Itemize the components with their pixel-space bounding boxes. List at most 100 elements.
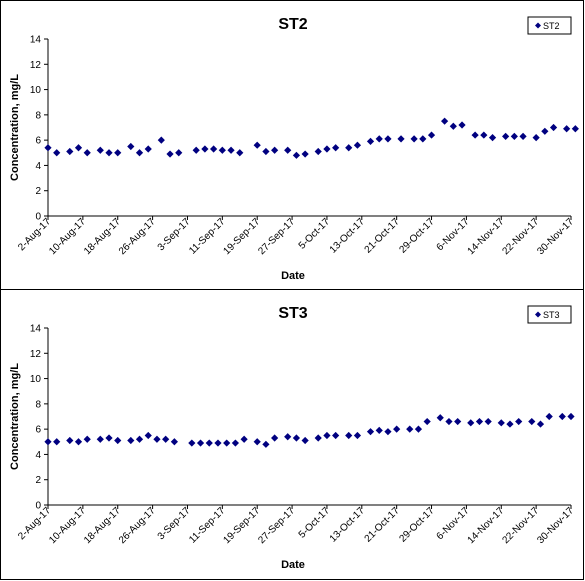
data-point bbox=[332, 431, 340, 440]
y-tick-label: 12 bbox=[30, 60, 42, 71]
data-point bbox=[144, 145, 152, 153]
x-tick-label: 18-Aug-17 bbox=[82, 505, 123, 546]
data-point bbox=[393, 425, 401, 433]
x-tick-label: 29-Oct-17 bbox=[397, 216, 437, 256]
y-tick-label: 2 bbox=[35, 475, 41, 486]
x-tick-label: 26-Aug-17 bbox=[117, 216, 158, 257]
x-tick-label: 10-Aug-17 bbox=[47, 505, 88, 546]
data-point bbox=[166, 150, 174, 158]
legend-marker bbox=[535, 311, 541, 318]
y-tick-label: 14 bbox=[30, 35, 42, 46]
data-point bbox=[53, 149, 61, 157]
data-point bbox=[214, 439, 222, 447]
y-tick-label: 14 bbox=[30, 324, 42, 335]
data-point bbox=[135, 149, 144, 157]
chart-title: ST2 bbox=[278, 16, 307, 33]
data-point bbox=[366, 428, 375, 436]
x-axis-label: Date bbox=[281, 270, 305, 282]
data-point bbox=[558, 412, 566, 421]
x-tick-label: 5-Oct-17 bbox=[297, 216, 333, 252]
data-point bbox=[353, 431, 362, 440]
data-point bbox=[528, 417, 536, 426]
data-point bbox=[384, 135, 392, 143]
data-point bbox=[323, 431, 331, 440]
data-point bbox=[192, 146, 200, 154]
data-point bbox=[497, 419, 505, 427]
data-point bbox=[44, 438, 52, 446]
data-point bbox=[445, 417, 453, 426]
data-point bbox=[532, 134, 540, 142]
data-point bbox=[549, 123, 558, 132]
data-point bbox=[506, 420, 514, 428]
y-tick-label: 2 bbox=[35, 186, 41, 197]
data-point bbox=[66, 147, 74, 156]
data-point bbox=[384, 428, 392, 436]
data-point bbox=[314, 147, 322, 156]
data-point bbox=[423, 417, 431, 426]
data-point bbox=[157, 136, 165, 144]
data-point bbox=[480, 131, 488, 139]
data-point bbox=[114, 436, 122, 445]
data-point bbox=[345, 144, 353, 152]
data-point bbox=[510, 132, 518, 140]
data-point bbox=[515, 417, 523, 426]
data-point bbox=[397, 135, 405, 143]
legend-label: ST3 bbox=[543, 310, 560, 320]
data-point bbox=[353, 141, 362, 149]
data-point bbox=[536, 420, 545, 428]
data-point bbox=[262, 440, 270, 448]
data-point bbox=[284, 146, 292, 154]
legend-label: ST2 bbox=[543, 21, 560, 31]
data-point bbox=[471, 131, 479, 139]
data-point bbox=[83, 435, 91, 443]
data-point bbox=[563, 125, 571, 133]
data-point bbox=[271, 146, 279, 154]
y-tick-label: 0 bbox=[35, 501, 41, 512]
y-tick-label: 10 bbox=[30, 85, 42, 96]
y-tick-label: 10 bbox=[30, 374, 42, 385]
data-point bbox=[571, 125, 579, 133]
chart-panel-st2: ST2 0 2 4 6 8 10 12 14 2-Aug-17 10-Aug-17 18-Aug-17… bbox=[0, 0, 584, 290]
data-point bbox=[284, 433, 292, 441]
data-point bbox=[223, 439, 231, 447]
data-point bbox=[519, 132, 527, 140]
data-point bbox=[114, 149, 122, 157]
y-tick-label: 12 bbox=[30, 349, 42, 360]
data-point bbox=[170, 438, 178, 446]
data-point bbox=[541, 127, 549, 135]
x-tick-label: 22-Nov-17 bbox=[500, 505, 541, 546]
chart-title: ST3 bbox=[278, 305, 307, 322]
data-point bbox=[410, 135, 418, 143]
data-point bbox=[314, 434, 322, 442]
data-point bbox=[502, 132, 510, 140]
x-tick-label: 5-Oct-17 bbox=[297, 505, 333, 541]
chart-svg-st2: ST2024681012142-Aug-1710-Aug-1718-Aug-17… bbox=[9, 16, 579, 282]
data-point bbox=[162, 435, 170, 443]
data-point bbox=[44, 144, 52, 152]
x-tick-label: 21-Oct-17 bbox=[363, 505, 403, 545]
y-tick-label: 6 bbox=[35, 136, 41, 147]
data-point bbox=[253, 141, 261, 149]
data-point bbox=[218, 146, 226, 154]
x-tick-label: 30-Nov-17 bbox=[535, 505, 576, 546]
data-point bbox=[201, 145, 209, 153]
y-tick-label: 8 bbox=[35, 110, 41, 121]
data-point bbox=[332, 144, 340, 152]
data-point bbox=[427, 131, 436, 139]
data-point bbox=[475, 417, 484, 426]
data-point bbox=[271, 434, 279, 442]
data-point bbox=[436, 414, 444, 422]
y-tick-label: 8 bbox=[35, 399, 41, 410]
x-tick-label: 19-Sep-17 bbox=[222, 505, 263, 546]
y-tick-label: 4 bbox=[35, 161, 41, 172]
legend-marker bbox=[535, 22, 541, 29]
data-point bbox=[53, 438, 61, 446]
data-point bbox=[323, 145, 331, 153]
chart-svg-st3: ST3024681012142-Aug-1710-Aug-1718-Aug-17… bbox=[9, 305, 576, 571]
data-point bbox=[253, 438, 261, 446]
data-point bbox=[105, 434, 113, 442]
data-point bbox=[454, 417, 462, 426]
data-point bbox=[66, 436, 74, 445]
y-axis-label: Concentration, mg/L bbox=[9, 74, 21, 181]
x-tick-label: 13-Oct-17 bbox=[328, 505, 368, 545]
